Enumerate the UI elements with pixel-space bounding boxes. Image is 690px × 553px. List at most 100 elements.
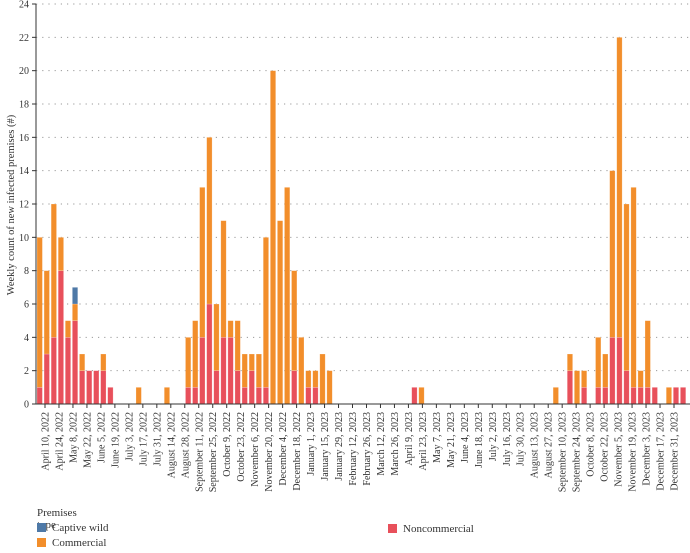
bar-noncommercial bbox=[411, 387, 418, 405]
y-tick-label: 20 bbox=[19, 66, 29, 77]
bar-commercial bbox=[623, 203, 630, 371]
y-tick-label: 14 bbox=[19, 166, 29, 177]
x-tick-label: July 31, 2022 bbox=[152, 412, 163, 466]
bar-noncommercial bbox=[72, 320, 79, 405]
x-tick-label: May 22, 2022 bbox=[82, 412, 93, 468]
bar-noncommercial bbox=[637, 387, 644, 405]
x-tick-label: December 4, 2022 bbox=[278, 412, 289, 486]
bar-noncommercial bbox=[234, 370, 241, 405]
legend-label: Commercial bbox=[52, 537, 107, 549]
legend-label: Noncommercial bbox=[403, 523, 474, 535]
bar-noncommercial bbox=[192, 387, 199, 405]
x-tick-label: September 10, 2023 bbox=[558, 412, 569, 492]
y-tick-label: 24 bbox=[19, 0, 29, 11]
bar-commercial bbox=[298, 337, 305, 405]
bar-noncommercial bbox=[220, 337, 227, 405]
commercial-swatch bbox=[37, 538, 46, 547]
x-tick-label: May 8, 2022 bbox=[68, 412, 79, 463]
bar-commercial bbox=[277, 220, 284, 405]
y-tick-label: 4 bbox=[24, 333, 29, 344]
x-tick-label: August 14, 2022 bbox=[166, 412, 177, 478]
bar-commercial bbox=[609, 170, 616, 338]
bar-noncommercial bbox=[672, 387, 679, 405]
bar-noncommercial bbox=[644, 387, 651, 405]
bar-commercial bbox=[234, 320, 241, 371]
bar-commercial bbox=[43, 270, 50, 355]
y-tick-label: 22 bbox=[19, 33, 29, 44]
y-tick-label: 18 bbox=[19, 100, 29, 111]
bar-noncommercial bbox=[609, 337, 616, 405]
bar-commercial bbox=[248, 353, 255, 371]
bar-commercial bbox=[665, 387, 672, 405]
bar-commercial bbox=[255, 353, 262, 388]
x-tick-label: September 25, 2022 bbox=[208, 412, 219, 492]
bar-noncommercial bbox=[199, 337, 206, 405]
x-tick-label: October 9, 2022 bbox=[222, 412, 233, 477]
x-tick-label: September 24, 2023 bbox=[572, 412, 583, 492]
bar-commercial bbox=[418, 387, 425, 405]
bar-commercial bbox=[192, 320, 199, 388]
bar-noncommercial bbox=[185, 387, 192, 405]
x-tick-label: July 30, 2023 bbox=[516, 412, 527, 466]
x-tick-label: April 10, 2022 bbox=[41, 412, 52, 471]
x-tick-label: March 26, 2023 bbox=[390, 412, 401, 476]
bar-commercial bbox=[100, 353, 107, 371]
bar-commercial bbox=[284, 187, 291, 405]
bar-noncommercial bbox=[623, 370, 630, 405]
bar-noncommercial bbox=[79, 370, 86, 405]
x-tick-label: April 9, 2023 bbox=[404, 412, 415, 466]
y-axis-label: Weekly count of new infected premises (#… bbox=[6, 114, 17, 295]
x-tick-label: July 16, 2023 bbox=[502, 412, 513, 466]
x-tick-label: November 20, 2022 bbox=[264, 412, 275, 492]
bar-commercial bbox=[312, 370, 319, 388]
x-tick-label: November 19, 2023 bbox=[628, 412, 639, 492]
noncommercial-swatch bbox=[388, 524, 397, 533]
bar-commercial bbox=[630, 187, 637, 388]
bar-commercial bbox=[64, 320, 71, 338]
bar-commercial bbox=[581, 370, 588, 388]
bar-commercial bbox=[644, 320, 651, 388]
bar-captive-wild bbox=[72, 287, 79, 305]
bar-noncommercial bbox=[595, 387, 602, 405]
bar-noncommercial bbox=[107, 387, 114, 405]
x-tick-label: February 12, 2023 bbox=[348, 412, 359, 486]
y-tick-label: 10 bbox=[19, 233, 29, 244]
x-tick-label: April 24, 2022 bbox=[54, 412, 65, 471]
bar-noncommercial bbox=[305, 387, 312, 405]
bar-commercial bbox=[163, 387, 170, 405]
legend-label: Captive wild bbox=[52, 522, 109, 534]
bar-noncommercial bbox=[566, 370, 573, 405]
gridlines bbox=[36, 3, 690, 372]
legend-item-noncommercial: Noncommercial bbox=[388, 523, 474, 535]
y-tick-label: 0 bbox=[24, 400, 29, 411]
x-tick-label: September 11, 2022 bbox=[194, 412, 205, 492]
bar-commercial bbox=[220, 220, 227, 338]
x-tick-label: July 3, 2022 bbox=[124, 412, 135, 461]
y-tick-label: 16 bbox=[19, 133, 29, 144]
bar-noncommercial bbox=[248, 370, 255, 405]
bar-noncommercial bbox=[312, 387, 319, 405]
bar-noncommercial bbox=[255, 387, 262, 405]
bar-noncommercial bbox=[262, 387, 269, 405]
bar-noncommercial bbox=[93, 370, 100, 405]
x-tick-label: August 27, 2023 bbox=[544, 412, 555, 478]
bar-commercial bbox=[199, 187, 206, 338]
y-tick-label: 6 bbox=[24, 300, 29, 311]
x-tick-label: June 19, 2022 bbox=[110, 412, 121, 468]
bar-noncommercial bbox=[43, 353, 50, 405]
bar-noncommercial bbox=[291, 370, 298, 405]
bar-commercial bbox=[291, 270, 298, 371]
bar-commercial bbox=[241, 353, 248, 388]
legend-item-commercial: Commercial bbox=[37, 537, 106, 549]
x-tick-label: October 22, 2023 bbox=[600, 412, 611, 482]
x-tick-label: August 28, 2022 bbox=[180, 412, 191, 478]
x-tick-label: December 17, 2023 bbox=[656, 412, 667, 491]
x-axis: April 10, 2022 April 24, 2022 May 8, 2022 M… bbox=[36, 403, 690, 492]
bar-commercial bbox=[552, 387, 559, 405]
legend-item-captive-wild: Captive wild bbox=[37, 522, 109, 534]
bar-commercial bbox=[602, 353, 609, 388]
bar-commercial bbox=[270, 70, 277, 405]
x-tick-label: March 12, 2023 bbox=[376, 412, 387, 476]
